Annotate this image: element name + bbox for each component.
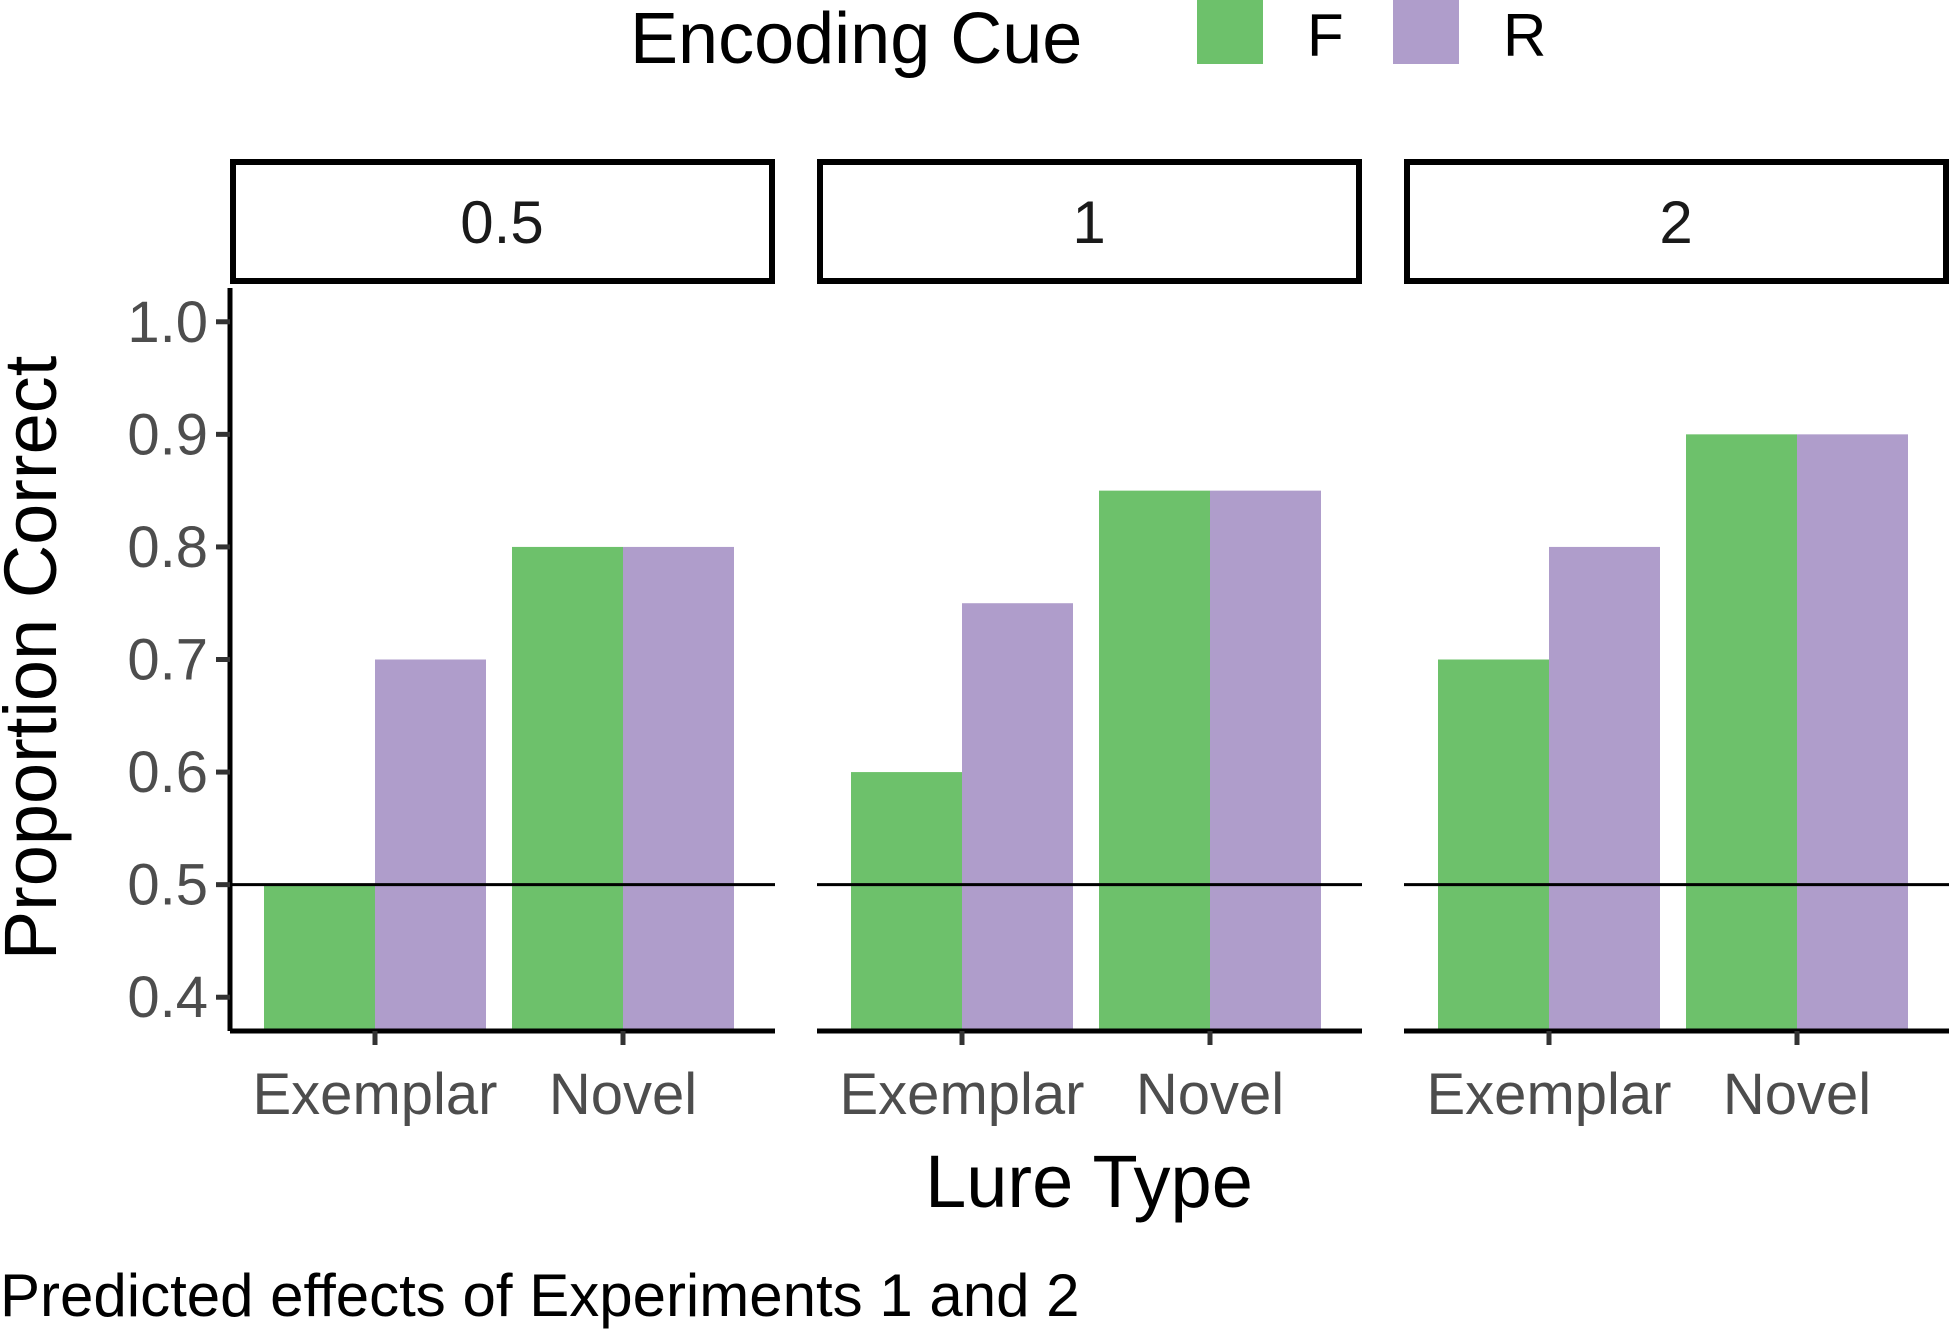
y-tick-label: 0.9 [127, 402, 208, 467]
bar-r-novel-panel-3 [1797, 434, 1908, 1031]
legend: Encoding Cue F R [630, 0, 1546, 79]
bar-r-novel-panel-2 [1210, 490, 1321, 1031]
y-axis-title: Proportion Correct [0, 355, 72, 960]
plot-panels: Exemplar Novel Exemplar Novel Exemplar Novel [230, 434, 1949, 1127]
bar-f-novel-panel-2 [1099, 490, 1210, 1031]
y-ticks: 1.0 0.9 0.8 0.7 0.6 0.5 0.4 [127, 290, 230, 1030]
y-tick-label: 0.5 [127, 853, 208, 918]
y-tick-label: 0.7 [127, 628, 208, 693]
facet-strips: 0.5 1 2 [230, 159, 1949, 284]
x-tick-label: Exemplar [253, 1062, 498, 1127]
legend-title: Encoding Cue [630, 0, 1082, 79]
bar-f-exemplar-panel-3 [1438, 659, 1549, 1031]
bar-f-exemplar-panel-1 [264, 884, 375, 1031]
y-axis: 1.0 0.9 0.8 0.7 0.6 0.5 0.4 [127, 288, 233, 1031]
bar-f-novel-panel-3 [1686, 434, 1797, 1031]
x-tick-label: Novel [549, 1062, 697, 1127]
caption: Predicted effects of Experiments 1 and 2 [0, 1262, 1080, 1329]
x-tick-label: Exemplar [840, 1062, 1085, 1127]
panel-3: Exemplar Novel [1404, 434, 1949, 1127]
x-tick-label: Novel [1723, 1062, 1871, 1127]
bar-r-exemplar-panel-2 [962, 603, 1073, 1031]
legend-swatch-r [1393, 0, 1459, 64]
facet-strip-3 [1404, 159, 1949, 284]
legend-label-f: F [1307, 2, 1344, 69]
facet-strip-2 [817, 159, 1362, 284]
y-tick-label: 0.6 [127, 740, 208, 805]
y-tick-label: 1.0 [127, 290, 208, 355]
bar-r-novel-panel-1 [623, 546, 734, 1031]
y-tick-label: 0.8 [127, 515, 208, 580]
x-axis-title: Lure Type [925, 1140, 1253, 1223]
y-tick-label: 0.4 [127, 965, 208, 1030]
bar-f-novel-panel-1 [512, 546, 623, 1031]
x-tick-label: Exemplar [1427, 1062, 1672, 1127]
panel-2: Exemplar Novel [817, 490, 1362, 1127]
bar-r-exemplar-panel-3 [1549, 546, 1660, 1031]
bar-r-exemplar-panel-1 [375, 659, 486, 1031]
panel-1: Exemplar Novel [230, 546, 775, 1127]
legend-swatch-f [1197, 0, 1263, 64]
facet-strip-1 [230, 159, 775, 284]
facet-label-1: 0.5 [460, 189, 543, 256]
x-tick-label: Novel [1136, 1062, 1284, 1127]
bar-f-exemplar-panel-2 [851, 772, 962, 1031]
facet-label-3: 2 [1659, 189, 1692, 256]
legend-label-r: R [1503, 2, 1546, 69]
facet-label-2: 1 [1072, 189, 1105, 256]
